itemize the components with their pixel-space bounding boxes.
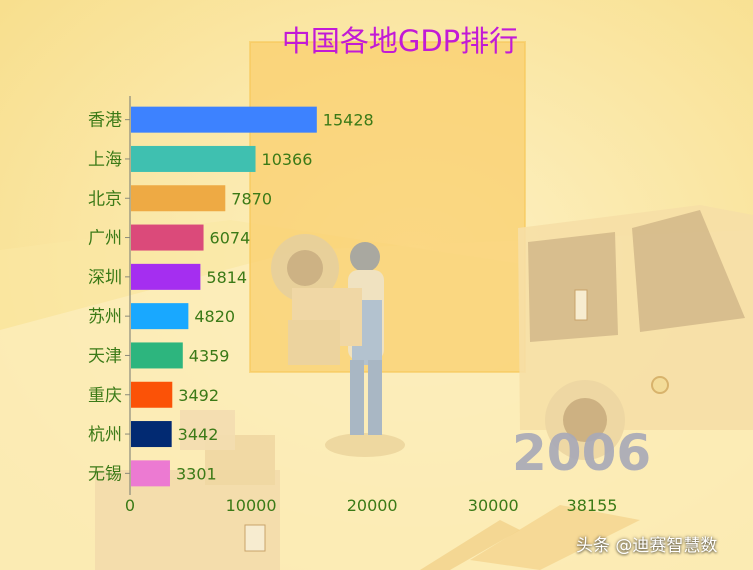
bar-广州 bbox=[131, 224, 204, 251]
bar-北京 bbox=[131, 185, 226, 212]
value-label: 10366 bbox=[262, 150, 313, 169]
category-label: 天津 bbox=[88, 346, 122, 366]
x-tick-label: 38155 bbox=[567, 496, 618, 515]
year-label: 2006 bbox=[512, 424, 652, 482]
x-tick-label: 0 bbox=[125, 496, 135, 515]
value-label: 15428 bbox=[323, 111, 374, 130]
value-label: 3442 bbox=[178, 425, 219, 444]
category-label: 重庆 bbox=[88, 386, 122, 406]
x-tick-label: 20000 bbox=[347, 496, 398, 515]
category-label: 广州 bbox=[88, 229, 122, 249]
bar-无锡 bbox=[131, 460, 170, 487]
x-tick-label: 10000 bbox=[226, 496, 277, 515]
bar-香港 bbox=[131, 106, 317, 133]
bar-杭州 bbox=[131, 421, 172, 448]
value-label: 4820 bbox=[194, 307, 235, 326]
category-label: 香港 bbox=[88, 111, 122, 131]
value-label: 6074 bbox=[210, 229, 251, 248]
category-label: 无锡 bbox=[88, 464, 122, 484]
category-label: 杭州 bbox=[88, 425, 122, 445]
category-label: 上海 bbox=[88, 150, 122, 170]
bar-上海 bbox=[131, 145, 256, 172]
value-label: 7870 bbox=[231, 189, 272, 208]
value-label: 3492 bbox=[178, 386, 219, 405]
value-label: 5814 bbox=[206, 268, 247, 287]
x-tick-label: 30000 bbox=[468, 496, 519, 515]
bar-苏州 bbox=[131, 303, 189, 330]
bar-深圳 bbox=[131, 263, 201, 290]
category-label: 深圳 bbox=[88, 268, 122, 288]
category-label: 苏州 bbox=[88, 307, 122, 327]
chart-title: 中国各地GDP排行 bbox=[281, 24, 519, 58]
bar-重庆 bbox=[131, 381, 173, 408]
value-label: 4359 bbox=[189, 346, 230, 365]
value-label: 3301 bbox=[176, 464, 217, 483]
watermark: 头条 @迪赛智慧数 bbox=[576, 536, 718, 556]
category-label: 北京 bbox=[88, 189, 122, 209]
bar-天津 bbox=[131, 342, 183, 369]
